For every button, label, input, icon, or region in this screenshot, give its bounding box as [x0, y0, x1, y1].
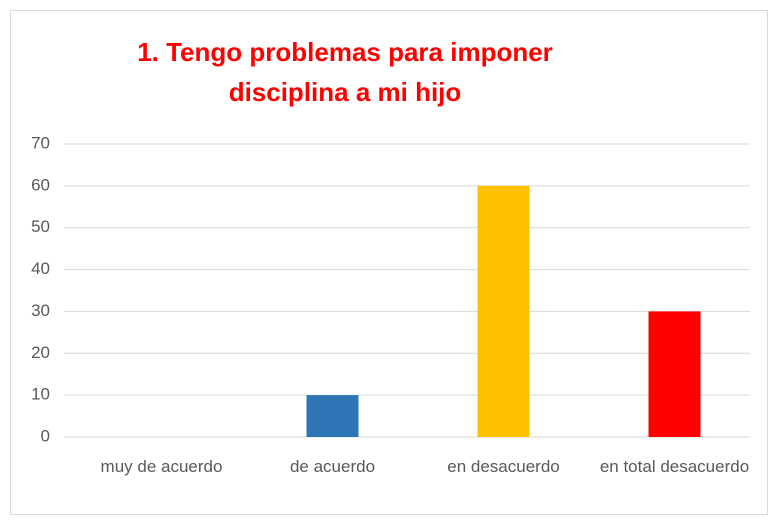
chart-border — [10, 10, 768, 515]
x-tick-label: muy de acuerdo — [100, 457, 223, 476]
y-tick-label: 70 — [31, 133, 50, 152]
y-tick-label: 40 — [31, 259, 50, 278]
bar — [648, 311, 701, 437]
bar — [306, 395, 359, 437]
y-tick-label: 20 — [31, 343, 50, 362]
y-tick-label: 0 — [41, 426, 50, 445]
y-tick-label: 60 — [31, 175, 50, 194]
x-tick-label: de acuerdo — [289, 457, 376, 476]
x-tick-label: en desacuerdo — [447, 457, 560, 476]
chart-title: 1. Tengo problemas para imponer discipli… — [137, 37, 553, 107]
y-tick-label: 10 — [31, 385, 50, 404]
y-tick-label: 50 — [31, 217, 50, 236]
x-tick-label: en total desacuerdo — [599, 457, 750, 476]
y-tick-label: 30 — [31, 301, 50, 320]
bar — [477, 185, 530, 437]
